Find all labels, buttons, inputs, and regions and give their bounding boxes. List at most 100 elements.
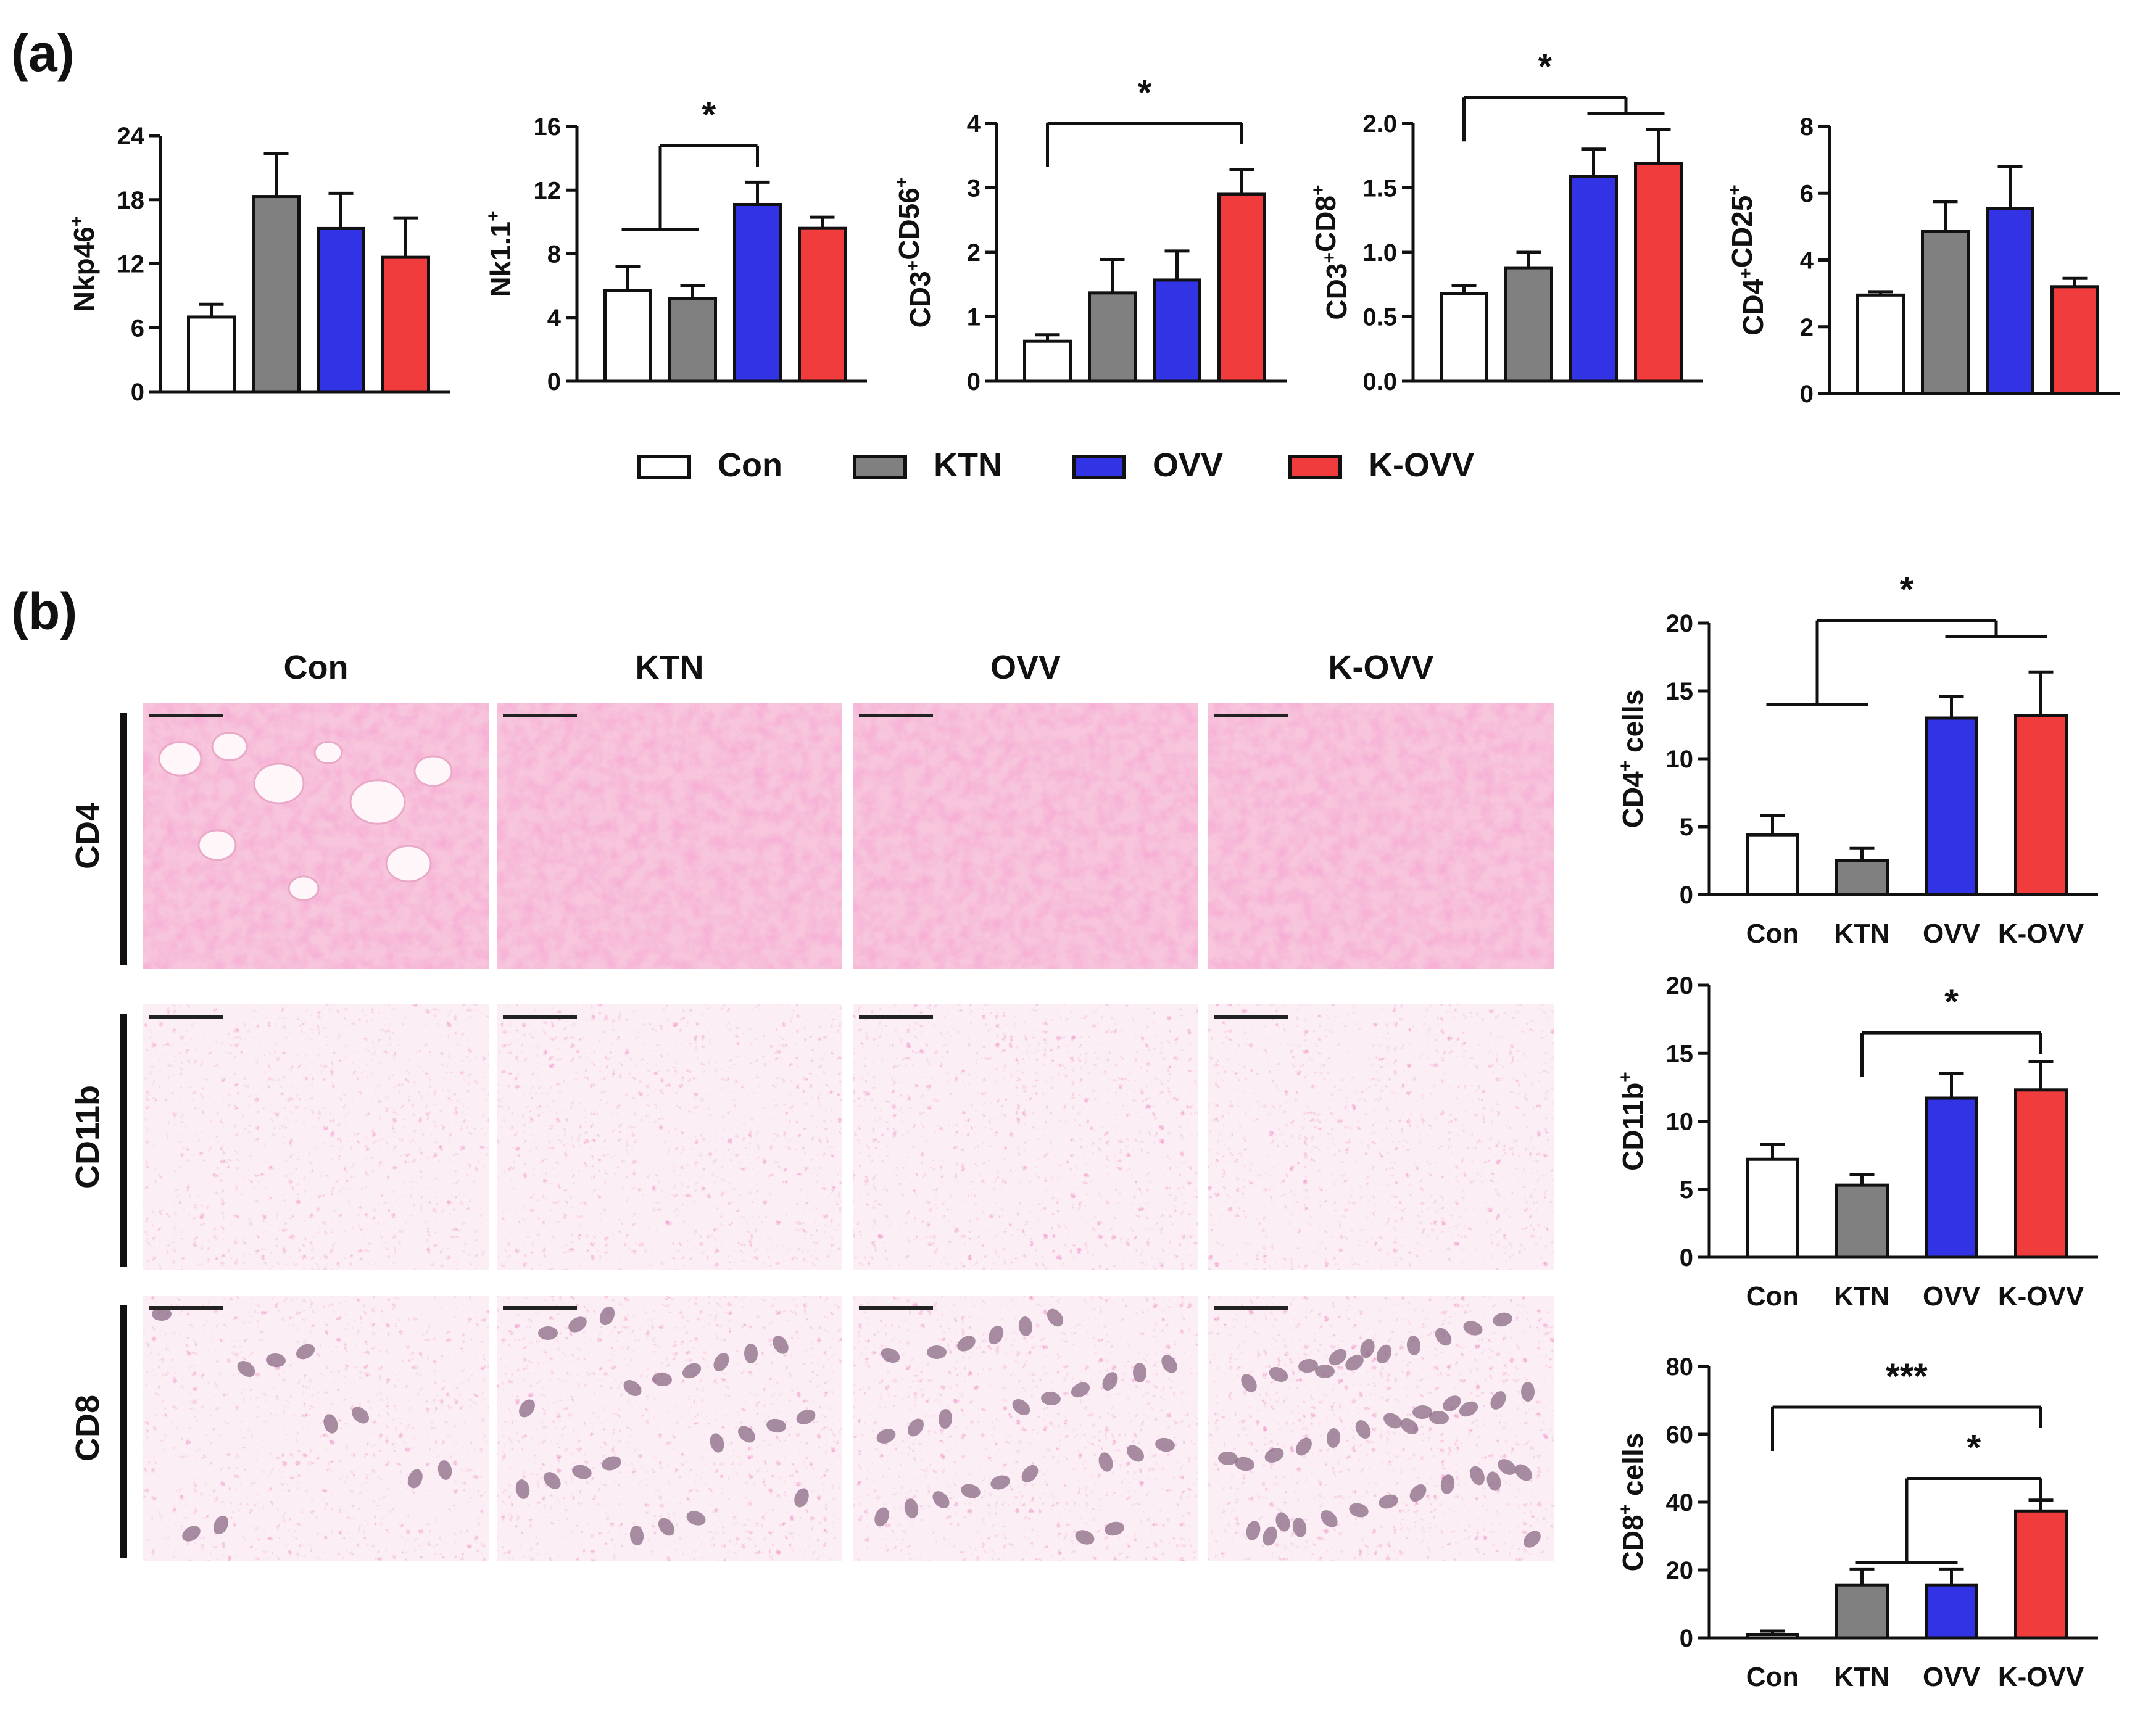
- significance-label: *: [702, 95, 716, 135]
- stained-cell: [1329, 1349, 1347, 1366]
- y-axis-label-tail: cells: [1617, 1433, 1649, 1504]
- significance-label: ***: [1886, 1357, 1928, 1397]
- chart-cd4-cells: 0 5 10 15 20 CD4+ cells Con KTN OVV K-OVV *: [1615, 570, 2098, 949]
- y-axis-label-sup: +: [1615, 1504, 1636, 1515]
- micrograph-texture: [1208, 1004, 1554, 1270]
- y-axis-label: CD3+CD56+: [892, 177, 936, 328]
- y-tick-label: 4: [547, 305, 562, 332]
- y-axis-label-part: CD3: [1321, 263, 1353, 320]
- bar-ovv: [733, 202, 782, 383]
- stained-cell: [957, 1336, 976, 1352]
- stained-cell: [1269, 1366, 1288, 1382]
- bar-ovv: [1153, 278, 1201, 383]
- stained-cell: [1349, 1503, 1369, 1518]
- stained-cell: [1470, 1466, 1485, 1486]
- y-tick-label: 24: [117, 123, 145, 150]
- stained-cell: [538, 1326, 558, 1340]
- stained-cell: [658, 1518, 675, 1536]
- legend-swatch-con: [637, 455, 691, 479]
- stained-cell: [932, 1491, 950, 1508]
- legend-swatch-ovv: [1072, 455, 1126, 479]
- stained-cell: [1321, 1510, 1338, 1527]
- y-axis-label-part: CD4: [1617, 771, 1649, 828]
- stained-cell: [1021, 1465, 1039, 1483]
- y-tick-label: 0.0: [1362, 368, 1397, 395]
- stained-cell: [876, 1429, 896, 1444]
- bar-ovv: [317, 226, 365, 394]
- bar-ktn: [1835, 1583, 1889, 1640]
- stained-cell: [1155, 1437, 1175, 1452]
- y-tick-label: 2.0: [1362, 110, 1397, 138]
- bar-k-ovv: [381, 255, 430, 394]
- bar-con: [1440, 292, 1488, 383]
- stained-cell: [182, 1526, 201, 1542]
- x-tick-label: K-OVV: [1998, 1281, 2084, 1312]
- bar-ktn: [1835, 859, 1889, 896]
- significance-label: *: [1967, 1428, 1981, 1468]
- y-tick-label: 1.0: [1362, 239, 1397, 267]
- y-axis-label-sup: +: [1308, 184, 1329, 196]
- y-tick-label: 12: [534, 177, 562, 204]
- stained-cell: [1132, 1363, 1147, 1382]
- y-axis-label: CD8+ cells: [1615, 1433, 1649, 1572]
- stained-cell: [1429, 1410, 1449, 1425]
- micrograph-texture: [143, 1296, 489, 1561]
- tissue-vacuole: [349, 779, 406, 825]
- column-header-k-ovv: K-OVV: [1328, 649, 1433, 686]
- bar-ktn: [1921, 229, 1970, 395]
- stained-cell: [599, 1306, 615, 1326]
- stained-cell: [237, 1360, 255, 1378]
- tissue-vacuole: [413, 755, 453, 787]
- y-tick-label: 40: [1666, 1489, 1694, 1516]
- stained-cell: [1071, 1382, 1090, 1398]
- tissue-vacuole: [158, 741, 202, 777]
- stained-cell: [1246, 1521, 1261, 1540]
- stained-cell: [1012, 1399, 1030, 1416]
- y-tick-label: 0: [1800, 381, 1814, 408]
- stained-cell: [1098, 1452, 1113, 1472]
- y-axis-label: Nkp46+: [67, 216, 100, 312]
- y-axis-label-sup: +: [903, 260, 923, 271]
- stained-cell: [713, 1353, 729, 1371]
- stained-cell: [1275, 1512, 1290, 1532]
- y-axis-label-part: CD4: [1737, 278, 1769, 335]
- stained-cell: [1235, 1457, 1254, 1471]
- x-tick-label: KTN: [1834, 919, 1889, 949]
- stained-cell: [794, 1488, 809, 1508]
- stained-cell: [773, 1336, 789, 1354]
- y-axis-label: CD3+CD8+: [1308, 184, 1353, 320]
- stained-cell: [1127, 1445, 1144, 1462]
- bar-ovv: [1925, 1583, 1978, 1640]
- significance-label: *: [1138, 73, 1152, 113]
- y-tick-label: 16: [534, 114, 562, 141]
- y-axis-label: Nk1.1+: [483, 210, 516, 297]
- micrograph-texture: [853, 1004, 1198, 1270]
- stained-cell: [1105, 1521, 1124, 1536]
- stained-cell: [710, 1433, 724, 1453]
- x-tick-label: KTN: [1834, 1662, 1889, 1692]
- stained-cell: [1315, 1365, 1335, 1378]
- y-tick-label: 20: [1666, 972, 1694, 999]
- y-tick-label: 0: [547, 368, 561, 395]
- y-axis-label-sup: +: [1615, 761, 1636, 772]
- y-tick-label: 18: [117, 187, 145, 214]
- stained-cell: [1047, 1308, 1064, 1327]
- stained-cell: [1498, 1459, 1516, 1475]
- column-header-ktn: KTN: [636, 649, 704, 686]
- bar-k-ovv: [2014, 1509, 2068, 1640]
- stained-cell: [323, 1414, 338, 1434]
- y-tick-label: 0.5: [1362, 304, 1397, 331]
- stained-cell: [1360, 1339, 1375, 1358]
- bar-ktn: [668, 297, 717, 383]
- stained-cell: [296, 1344, 315, 1360]
- stained-cell: [544, 1472, 561, 1489]
- bar-con: [603, 289, 652, 383]
- panel-label-a: (a): [11, 24, 75, 82]
- tissue-vacuole: [197, 829, 237, 861]
- y-axis-label-sup: +: [1319, 252, 1340, 263]
- y-axis-label-sup: +: [1615, 1072, 1636, 1083]
- stained-cell: [629, 1526, 644, 1545]
- y-tick-label: 2: [1800, 314, 1814, 341]
- y-tick-label: 15: [1666, 678, 1694, 705]
- bar-ktn: [1835, 1183, 1889, 1259]
